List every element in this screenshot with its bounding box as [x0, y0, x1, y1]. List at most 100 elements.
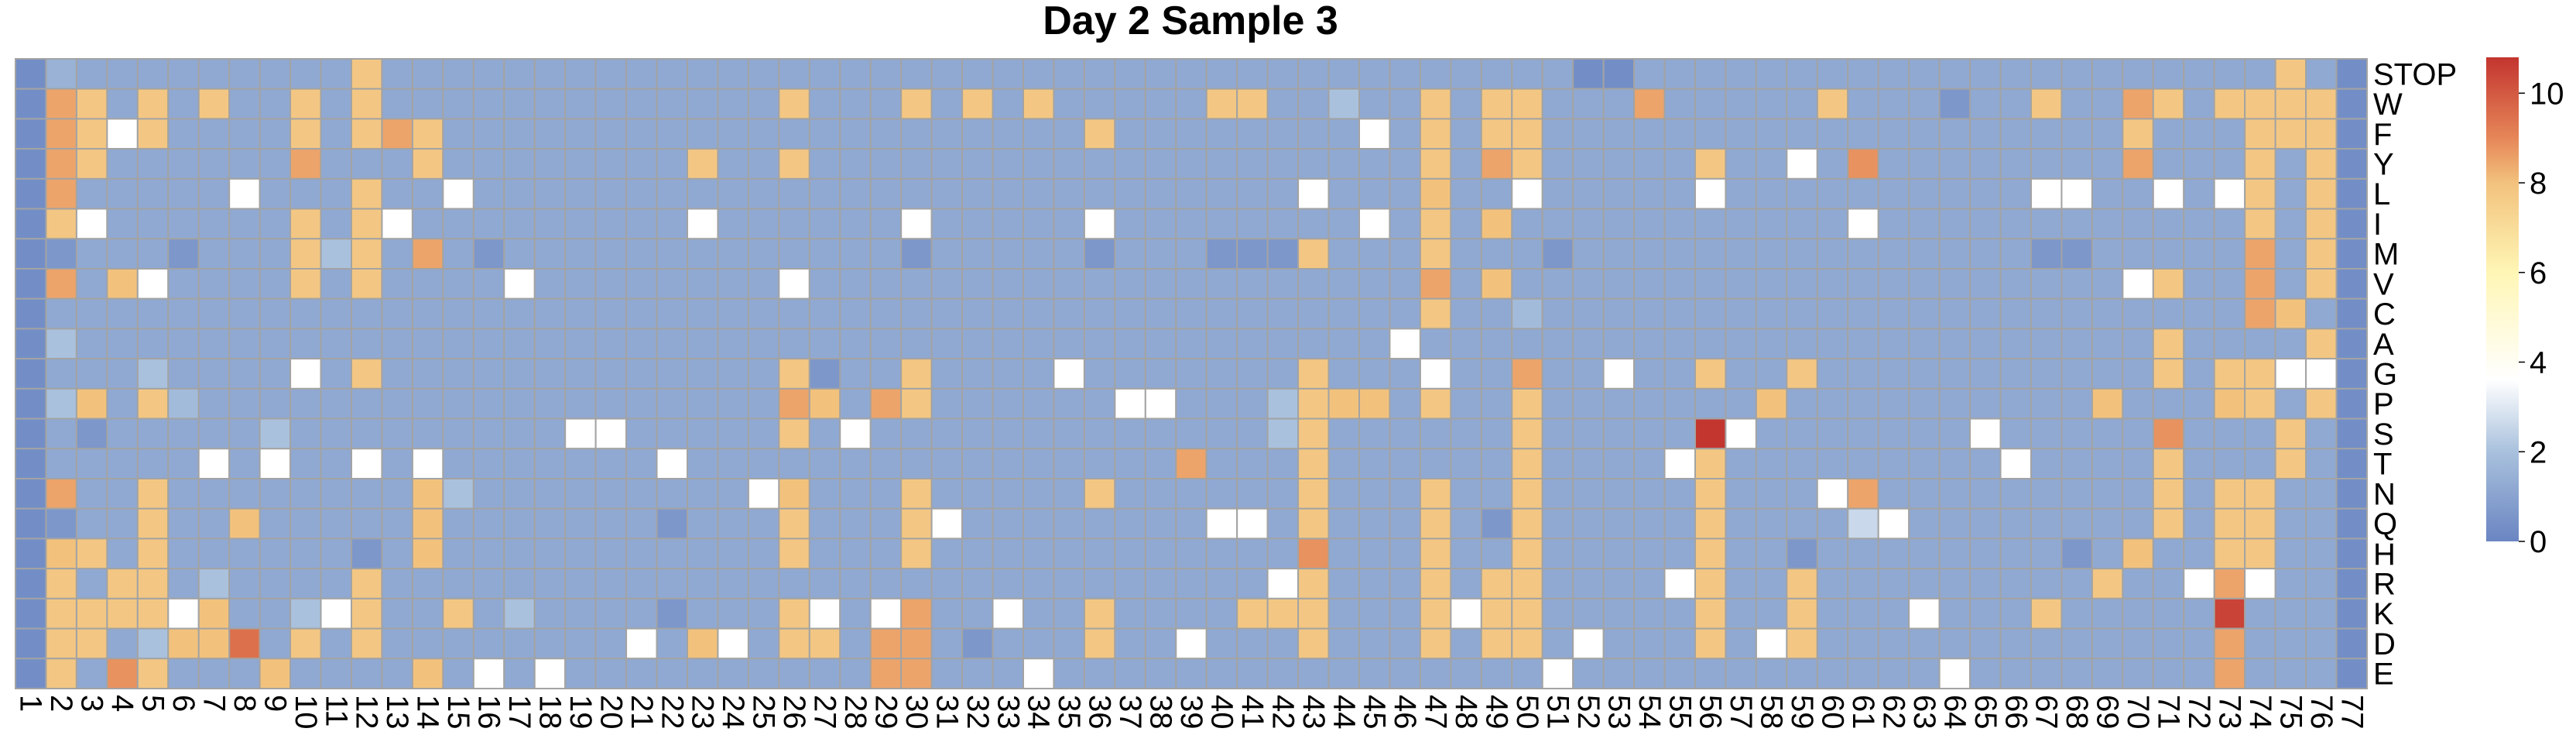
heatmap-cell: [106, 177, 139, 210]
heatmap-cell: [564, 658, 597, 689]
heatmap-cell: [106, 417, 139, 450]
heatmap-cell: [1327, 658, 1360, 689]
heatmap-cell: [2213, 568, 2246, 599]
heatmap-cell: [2183, 297, 2215, 330]
heatmap-cell: [1999, 58, 2032, 90]
column-label: 73: [2212, 695, 2246, 730]
heatmap-cell: [1297, 148, 1330, 180]
heatmap-cell: [1511, 177, 1543, 210]
heatmap-cell: [15, 268, 47, 300]
heatmap-cell: [1023, 627, 1055, 660]
heatmap-cell: [1023, 507, 1055, 540]
heatmap-cell: [1999, 597, 2032, 630]
heatmap-cell: [1755, 358, 1788, 390]
heatmap-cell: [1144, 478, 1177, 510]
heatmap-cell: [1236, 658, 1269, 689]
row-label: R: [2373, 568, 2396, 602]
heatmap-cell: [15, 478, 47, 510]
heatmap-cell: [1236, 88, 1269, 120]
heatmap-cell: [2152, 538, 2185, 570]
heatmap-cell: [747, 507, 780, 540]
heatmap-cell: [747, 658, 780, 689]
heatmap-cell: [442, 658, 474, 689]
heatmap-cell: [1908, 58, 1941, 90]
heatmap-cell: [1114, 238, 1146, 270]
heatmap-cell: [228, 507, 261, 540]
heatmap-cell: [1633, 88, 1666, 120]
heatmap-cell: [2335, 568, 2368, 599]
heatmap-cell: [747, 448, 780, 479]
heatmap-cell: [2335, 507, 2368, 540]
heatmap-cell: [992, 478, 1024, 510]
heatmap-cell: [1908, 448, 1941, 479]
heatmap-cell: [1816, 268, 1849, 300]
heatmap-cell: [594, 448, 628, 479]
heatmap-cell: [1450, 268, 1482, 300]
heatmap-cell: [687, 268, 719, 300]
heatmap-cell: [1327, 507, 1360, 540]
heatmap-cell: [992, 627, 1024, 660]
heatmap-cell: [136, 417, 170, 450]
heatmap-cell: [778, 658, 810, 689]
heatmap-cell: [747, 627, 780, 660]
heatmap-cell: [1389, 538, 1421, 570]
heatmap-cell: [1755, 507, 1788, 540]
heatmap-cell: [228, 118, 261, 150]
heatmap-cell: [1083, 658, 1116, 689]
heatmap-cell: [839, 358, 872, 390]
heatmap-cell: [442, 417, 474, 450]
heatmap-cell: [1847, 238, 1879, 270]
heatmap-cell: [1266, 58, 1300, 90]
heatmap-cell: [259, 58, 292, 90]
heatmap-cell: [1297, 507, 1330, 540]
heatmap-cell: [2091, 448, 2124, 479]
heatmap-cell: [1083, 448, 1116, 479]
heatmap-cell: [503, 627, 536, 660]
heatmap-cell: [1725, 328, 1757, 360]
heatmap-cell: [992, 448, 1024, 479]
heatmap-cell: [2183, 507, 2215, 540]
heatmap-cell: [1999, 417, 2032, 450]
heatmap-cell: [1694, 58, 1727, 90]
heatmap-cell: [228, 417, 261, 450]
heatmap-cell: [1419, 658, 1452, 689]
heatmap-cell: [2244, 177, 2276, 210]
heatmap-cell: [289, 568, 322, 599]
heatmap-cell: [1633, 658, 1666, 689]
heatmap-cell: [1327, 148, 1360, 180]
heatmap-cell: [869, 88, 903, 120]
heatmap-cell: [900, 297, 933, 330]
heatmap-cell: [2244, 658, 2276, 689]
heatmap-cell: [1083, 568, 1116, 599]
heatmap-cell: [1266, 88, 1300, 120]
colorbar-tick-label: 0: [2530, 525, 2547, 559]
heatmap-cell: [442, 387, 474, 420]
heatmap-cell: [411, 448, 444, 479]
heatmap-cell: [1083, 268, 1116, 300]
heatmap-cell: [869, 118, 903, 150]
heatmap-cell: [2305, 177, 2338, 210]
heatmap-cell: [625, 297, 658, 330]
heatmap-cell: [411, 238, 444, 270]
heatmap-cell: [136, 627, 170, 660]
heatmap-cell: [687, 208, 719, 240]
heatmap-cell: [15, 148, 47, 180]
heatmap-cell: [992, 297, 1024, 330]
heatmap-cell: [197, 478, 231, 510]
heatmap-cell: [2152, 658, 2185, 689]
heatmap-cell: [1755, 238, 1788, 270]
heatmap-cell: [2030, 627, 2063, 660]
heatmap-cell: [1266, 208, 1300, 240]
heatmap-cell: [2213, 88, 2246, 120]
heatmap-cell: [1908, 478, 1941, 510]
heatmap-cell: [75, 238, 108, 270]
heatmap-cell: [2213, 118, 2246, 150]
heatmap-cell: [930, 387, 964, 420]
heatmap-cell: [656, 507, 689, 540]
heatmap-cell: [839, 328, 872, 360]
heatmap-cell: [869, 358, 903, 390]
heatmap-cell: [351, 417, 383, 450]
column-label: 64: [1937, 695, 1971, 730]
heatmap-cell: [778, 58, 810, 90]
heatmap-cell: [1511, 478, 1543, 510]
